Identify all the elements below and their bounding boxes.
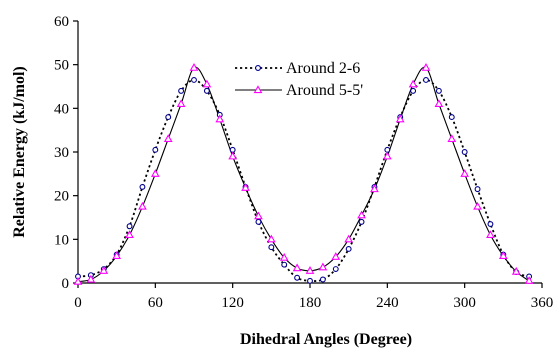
- data-point-triangle: [176, 99, 186, 108]
- data-point-triangle: [370, 184, 379, 193]
- data-point-circle: [294, 274, 301, 281]
- data-point-triangle: [163, 134, 173, 142]
- x-tick-label: 300: [453, 295, 476, 311]
- y-tick-label: 0: [62, 276, 70, 292]
- data-point-circle: [410, 87, 417, 94]
- data-point-triangle: [318, 262, 328, 271]
- data-point-triangle: [125, 230, 134, 239]
- data-point-circle: [423, 76, 429, 83]
- y-tick-label: 60: [54, 14, 69, 30]
- y-tick-label: 40: [54, 101, 69, 117]
- data-point-triangle: [331, 252, 341, 260]
- data-point-triangle: [86, 274, 96, 283]
- data-point-circle: [268, 244, 275, 251]
- data-point-triangle: [266, 234, 276, 243]
- data-point-triangle: [99, 266, 109, 274]
- data-point-circle: [281, 261, 288, 268]
- data-point-circle: [255, 218, 262, 225]
- data-point-triangle: [228, 151, 238, 160]
- data-point-triangle: [357, 210, 366, 219]
- data-point-triangle: [73, 276, 83, 285]
- data-point-circle: [191, 76, 197, 83]
- data-point-triangle: [473, 201, 482, 210]
- data-point-circle: [487, 221, 494, 228]
- data-point-circle: [319, 276, 326, 283]
- y-ticks: 0 10 20 30 40 50 60: [54, 14, 78, 292]
- legend-marker-triangle: [253, 85, 263, 94]
- data-point-circle: [178, 87, 185, 94]
- series-lines: [77, 66, 530, 283]
- data-point-circle: [165, 114, 172, 121]
- data-point-triangle: [421, 62, 431, 71]
- data-point-circle: [139, 183, 146, 190]
- legend: Around 2-6 Around 5-5': [235, 60, 363, 99]
- data-point-circle: [203, 87, 210, 94]
- data-point-circle: [152, 146, 159, 153]
- data-point-triangle: [254, 211, 263, 220]
- data-point-circle: [461, 149, 468, 155]
- data-point-triangle: [279, 252, 289, 261]
- data-point-circle: [332, 266, 339, 272]
- data-point-triangle: [511, 266, 521, 275]
- data-point-triangle: [305, 266, 315, 274]
- data-point-circle: [358, 218, 365, 225]
- x-tick-label: 240: [376, 295, 399, 311]
- data-point-circle: [448, 114, 455, 121]
- data-point-triangle: [498, 251, 508, 259]
- series-line-around-2-6: [77, 79, 530, 282]
- data-point-triangle: [215, 114, 225, 123]
- data-point-circle: [435, 87, 442, 94]
- x-tick-label: 0: [74, 295, 82, 311]
- data-point-triangle: [344, 234, 354, 243]
- x-ticks: 0 60 120 180 240 300 360: [74, 283, 553, 311]
- data-point-triangle: [447, 134, 457, 142]
- data-point-triangle: [460, 169, 470, 177]
- data-point-triangle: [292, 263, 302, 272]
- data-point-circle: [345, 245, 352, 252]
- x-tick-label: 60: [148, 295, 163, 311]
- data-point-circle: [384, 146, 391, 153]
- data-point-triangle: [434, 99, 444, 108]
- y-tick-label: 50: [54, 58, 69, 74]
- series-markers: [73, 62, 534, 285]
- x-tick-label: 360: [531, 295, 554, 311]
- legend-label-around-2-6: Around 2-6: [286, 60, 360, 77]
- data-point-triangle: [112, 251, 122, 259]
- data-point-circle: [229, 146, 236, 153]
- y-axis-title: Relative Energy (kJ/mol): [11, 66, 28, 238]
- data-point-triangle: [395, 114, 405, 123]
- data-point-triangle: [486, 230, 495, 239]
- series-line-around-5-5: [77, 66, 530, 283]
- data-point-circle: [474, 186, 481, 193]
- x-axis-title: Dihedral Angles (Degree): [240, 331, 412, 348]
- data-point-triangle: [382, 151, 392, 160]
- legend-marker-circle: [255, 65, 261, 71]
- legend-label-around-5-5: Around 5-5': [286, 82, 363, 99]
- data-point-circle: [126, 223, 133, 230]
- y-tick-label: 30: [54, 145, 69, 161]
- x-tick-label: 180: [299, 295, 322, 311]
- data-point-triangle: [189, 62, 199, 71]
- data-point-triangle: [408, 79, 418, 88]
- data-point-triangle: [524, 276, 534, 284]
- data-point-circle: [307, 277, 313, 284]
- data-point-triangle: [150, 169, 160, 177]
- y-tick-label: 20: [54, 189, 69, 205]
- y-tick-label: 10: [54, 232, 69, 248]
- data-point-triangle: [241, 183, 250, 191]
- x-tick-label: 120: [221, 295, 244, 311]
- data-point-triangle: [202, 79, 212, 88]
- data-point-triangle: [138, 201, 147, 210]
